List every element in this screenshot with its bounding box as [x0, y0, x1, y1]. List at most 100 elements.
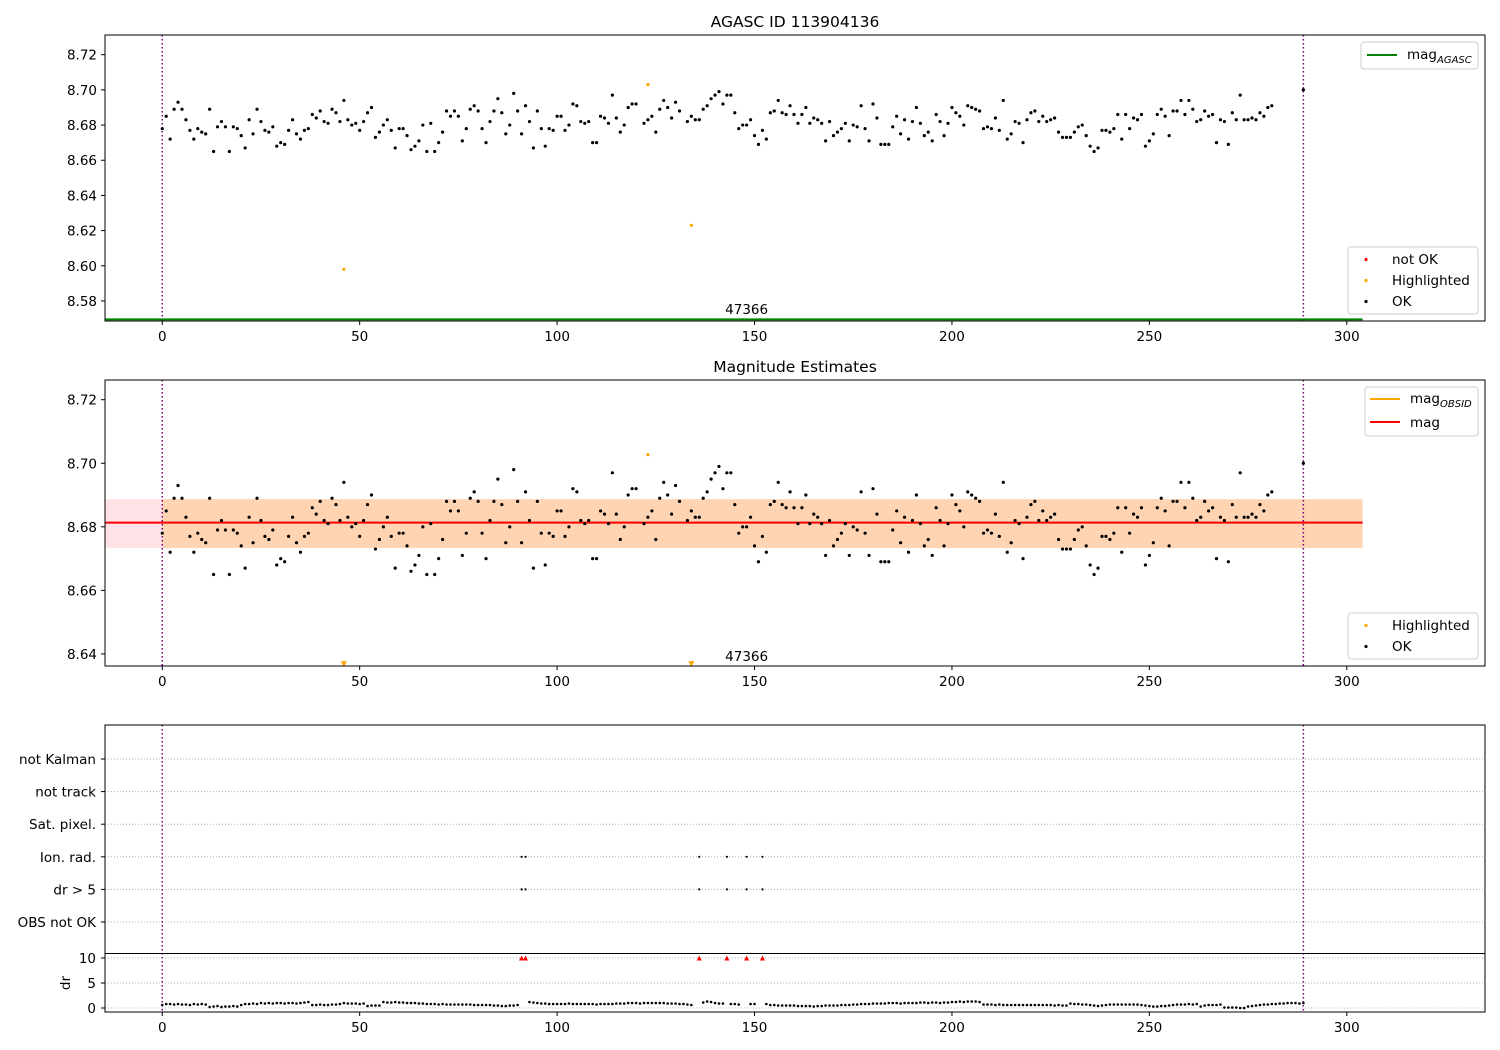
p2-point	[417, 553, 421, 558]
dr-point	[832, 1004, 835, 1007]
dr-point	[461, 1003, 464, 1006]
dr-point	[271, 1002, 275, 1005]
dr-point	[342, 1001, 346, 1005]
dr-point	[1163, 1004, 1167, 1008]
dr-point	[405, 1001, 409, 1005]
p1-point	[239, 134, 243, 138]
p2-annotation: 47366	[725, 649, 768, 665]
p1-point	[812, 116, 816, 120]
p2-point	[981, 531, 986, 535]
dr-clipped-marker	[744, 955, 750, 961]
p1-point	[970, 105, 974, 110]
dr-point	[567, 1002, 571, 1005]
p1-point	[642, 121, 646, 125]
legend-label-highlighted: Highlighted	[1392, 618, 1470, 634]
p1-point	[417, 139, 421, 143]
dr-point	[571, 1002, 575, 1006]
dr-point	[1128, 1003, 1131, 1006]
p1-point	[606, 121, 611, 125]
dr-point	[859, 1002, 863, 1006]
p1-point	[701, 107, 705, 111]
dr-point	[358, 1002, 361, 1006]
dr-point	[919, 1001, 922, 1004]
dr-point	[437, 1003, 440, 1006]
p2-point	[966, 490, 970, 494]
dr-point	[243, 1002, 247, 1006]
p1-point	[1155, 112, 1159, 117]
p1-point	[480, 126, 484, 131]
p2-point	[883, 560, 887, 564]
dr-point	[1037, 1003, 1041, 1007]
dr-point	[1254, 1004, 1258, 1007]
p2-point	[725, 471, 729, 475]
magnitude-legend-upper: magOBSID mag	[1364, 386, 1479, 437]
p1-point	[689, 114, 693, 118]
dr-point	[705, 1000, 709, 1003]
p2-point	[168, 550, 172, 554]
dr-point	[1290, 1001, 1293, 1005]
p1-point	[650, 114, 654, 118]
p1-point	[946, 121, 950, 125]
dr-point	[1266, 1003, 1270, 1006]
legend-frame	[1347, 612, 1479, 660]
dr-point	[1171, 1003, 1175, 1007]
dr-point	[1270, 1002, 1274, 1006]
p2-point	[409, 569, 413, 573]
dr-point	[413, 1001, 417, 1005]
p2-point	[974, 496, 978, 500]
dr-point	[1065, 1004, 1068, 1007]
dr-point	[611, 1002, 614, 1006]
p2-point	[1072, 537, 1076, 542]
dr-point	[970, 1000, 973, 1003]
p1-point	[354, 121, 358, 125]
p1-point	[496, 97, 500, 101]
dr-point	[1077, 1002, 1080, 1006]
p2-point	[535, 499, 539, 503]
dr-point	[1167, 1004, 1171, 1007]
p1-point	[685, 119, 690, 124]
p1-point	[358, 128, 362, 132]
dr-point	[950, 1000, 954, 1004]
dr-point	[891, 1001, 895, 1005]
p1-point	[610, 93, 614, 97]
p3-xtick-label: 100	[544, 1020, 570, 1036]
p2-point	[172, 496, 176, 500]
dr-clipped-marker	[759, 955, 765, 961]
dr-point	[930, 1001, 934, 1004]
p2-point	[764, 550, 768, 554]
p1-point	[835, 130, 840, 134]
dr-point	[962, 1000, 966, 1004]
dr-point	[425, 1002, 429, 1006]
p1-point	[298, 137, 303, 141]
p2-point	[887, 560, 891, 564]
flags-panel: not Kalman not track Sat. pixel. Ion. rad. d…	[18, 724, 1486, 1036]
flag-point	[524, 888, 527, 891]
p1-point	[476, 109, 480, 113]
p2-point	[985, 528, 990, 532]
p2-point	[437, 556, 441, 561]
p1-point	[843, 121, 847, 125]
p1-ytick-label: 8.68	[67, 118, 97, 134]
p2-point	[867, 553, 871, 558]
p2-point	[287, 534, 291, 538]
p2-point	[950, 493, 954, 497]
p1-point	[910, 119, 915, 124]
p2-point	[1167, 544, 1171, 548]
p2-xtick-label: 150	[742, 674, 768, 690]
p2-point	[219, 518, 224, 523]
p2-point	[591, 556, 595, 561]
p1-point	[666, 105, 670, 110]
dr-point	[990, 1003, 993, 1006]
p2-point	[275, 563, 279, 567]
p2-point	[1175, 499, 1179, 503]
p2-point	[1155, 506, 1159, 510]
p2-point	[1001, 480, 1005, 484]
p2-point	[1143, 563, 1148, 567]
p1-point	[1218, 118, 1223, 122]
p2-point	[784, 506, 788, 510]
legend-label-highlighted: Highlighted	[1392, 273, 1470, 289]
dr-point	[583, 1002, 587, 1006]
p1-point	[492, 109, 496, 113]
p3-xtick-label: 0	[158, 1020, 167, 1036]
p1-point	[164, 114, 168, 118]
